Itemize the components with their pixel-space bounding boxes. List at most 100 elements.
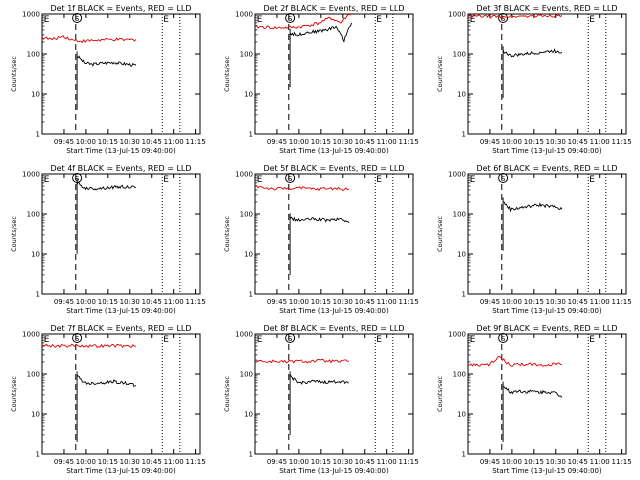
panel-title: Det 6f BLACK = Events, RED = LLD	[476, 164, 617, 173]
events-series-line	[76, 178, 136, 254]
y-tick-label: 10	[244, 411, 253, 419]
marker-label-e2: E	[589, 335, 595, 345]
plot-frame	[41, 13, 201, 135]
x-tick-label: 10:15	[98, 298, 118, 306]
y-tick-label: 1000	[22, 11, 40, 19]
x-tick-label: 10:15	[311, 298, 331, 306]
x-axis-label: Start Time (13-Jul-15 09:40:00)	[66, 307, 176, 315]
x-tick-label: 10:45	[568, 138, 588, 146]
y-tick-label: 1000	[22, 331, 40, 339]
y-axis-label: Counts/sec	[10, 56, 18, 92]
marker-circle	[285, 13, 296, 23]
plot-frame	[254, 173, 414, 295]
y-axis-label: Counts/sec	[10, 376, 18, 412]
marker-circle	[498, 173, 509, 183]
x-tick-label: 09:45	[267, 458, 287, 466]
events-series-line	[289, 22, 353, 87]
y-tick-label: 100	[240, 371, 253, 379]
y-tick-label: 1000	[235, 331, 253, 339]
marker-label-s: S	[75, 335, 80, 343]
x-tick-label: 09:45	[267, 298, 287, 306]
marker-label-e2: E	[163, 175, 169, 185]
x-tick-label: 10:15	[311, 138, 331, 146]
lld-series-line	[468, 14, 563, 19]
y-tick-label: 10	[244, 251, 253, 259]
marker-label-s: S	[75, 15, 80, 23]
events-series-line	[289, 213, 350, 275]
x-axis-label: Start Time (13-Jul-15 09:40:00)	[279, 467, 389, 475]
marker-label-e2: E	[376, 175, 382, 185]
x-tick-label: 10:45	[568, 298, 588, 306]
plot-frame	[467, 173, 627, 295]
x-tick-label: 11:15	[399, 458, 419, 466]
x-tick-label: 10:00	[502, 138, 522, 146]
x-tick-label: 10:30	[333, 458, 353, 466]
y-tick-label: 10	[31, 251, 40, 259]
x-tick-label: 09:45	[267, 138, 287, 146]
panel-det-2: Det 2f BLACK = Events, RED = LLD 1 10 100 10…	[223, 4, 419, 155]
x-tick-label: 10:00	[76, 458, 96, 466]
marker-label-s: S	[501, 15, 506, 23]
x-tick-label: 11:15	[612, 458, 632, 466]
plot-frame	[467, 333, 627, 455]
events-series-line	[76, 371, 137, 442]
x-tick-label: 11:00	[164, 298, 184, 306]
marker-circle	[72, 13, 83, 23]
panel-det-8: Det 8f BLACK = Events, RED = LLD 1 10 100 10…	[223, 324, 419, 475]
marker-label-e: E	[470, 335, 476, 345]
x-tick-label: 10:15	[524, 298, 544, 306]
lld-series-line	[42, 343, 137, 349]
x-tick-label: 10:30	[333, 298, 353, 306]
y-tick-label: 10	[31, 411, 40, 419]
x-tick-label: 10:45	[355, 138, 375, 146]
x-tick-label: 10:45	[142, 298, 162, 306]
x-tick-label: 11:15	[399, 138, 419, 146]
marker-label-e2: E	[376, 335, 382, 345]
y-tick-label: 100	[27, 211, 40, 219]
x-tick-label: 11:00	[590, 138, 610, 146]
x-axis-label: Start Time (13-Jul-15 09:40:00)	[279, 147, 389, 155]
x-tick-label: 10:45	[568, 458, 588, 466]
lld-series-line	[255, 14, 352, 30]
x-tick-label: 09:45	[480, 298, 500, 306]
marker-label-s: S	[501, 175, 506, 183]
y-tick-label: 100	[240, 51, 253, 59]
panel-det-7: Det 7f BLACK = Events, RED = LLD 1 10 100 10…	[10, 324, 206, 475]
y-axis-label: Counts/sec	[223, 216, 231, 252]
marker-label-e: E	[257, 335, 263, 345]
x-axis-label: Start Time (13-Jul-15 09:40:00)	[66, 467, 176, 475]
events-series-line	[502, 197, 563, 251]
marker-label-e: E	[44, 15, 50, 25]
y-tick-label: 100	[240, 211, 253, 219]
x-axis-label: Start Time (13-Jul-15 09:40:00)	[492, 147, 602, 155]
x-tick-label: 09:45	[54, 458, 74, 466]
y-axis-label: Counts/sec	[223, 376, 231, 412]
marker-circle	[285, 333, 296, 343]
x-axis-label: Start Time (13-Jul-15 09:40:00)	[492, 467, 602, 475]
x-axis-label: Start Time (13-Jul-15 09:40:00)	[279, 307, 389, 315]
y-tick-label: 1000	[448, 331, 466, 339]
y-axis-label: Counts/sec	[436, 216, 444, 252]
lld-series-line	[255, 358, 349, 364]
marker-label-e: E	[257, 175, 263, 185]
x-tick-label: 09:45	[54, 138, 74, 146]
y-tick-label: 100	[453, 371, 466, 379]
x-tick-label: 09:45	[54, 298, 74, 306]
x-tick-label: 11:00	[377, 458, 397, 466]
x-tick-label: 09:45	[480, 138, 500, 146]
marker-circle	[498, 333, 509, 343]
x-tick-label: 10:00	[502, 298, 522, 306]
x-tick-label: 10:30	[120, 138, 140, 146]
panel-title: Det 3f BLACK = Events, RED = LLD	[476, 4, 617, 13]
x-tick-label: 11:15	[399, 298, 419, 306]
lld-series-line	[42, 35, 137, 44]
panel-det-4: Det 4f BLACK = Events, RED = LLD 1 10 100 10…	[10, 164, 206, 315]
y-tick-label: 1000	[448, 171, 466, 179]
x-tick-label: 11:00	[590, 458, 610, 466]
marker-label-e2: E	[163, 15, 169, 25]
x-tick-label: 10:00	[289, 298, 309, 306]
marker-label-e: E	[257, 15, 263, 25]
plot-frame	[41, 333, 201, 455]
plot-frame	[41, 173, 201, 295]
marker-label-e2: E	[589, 175, 595, 185]
